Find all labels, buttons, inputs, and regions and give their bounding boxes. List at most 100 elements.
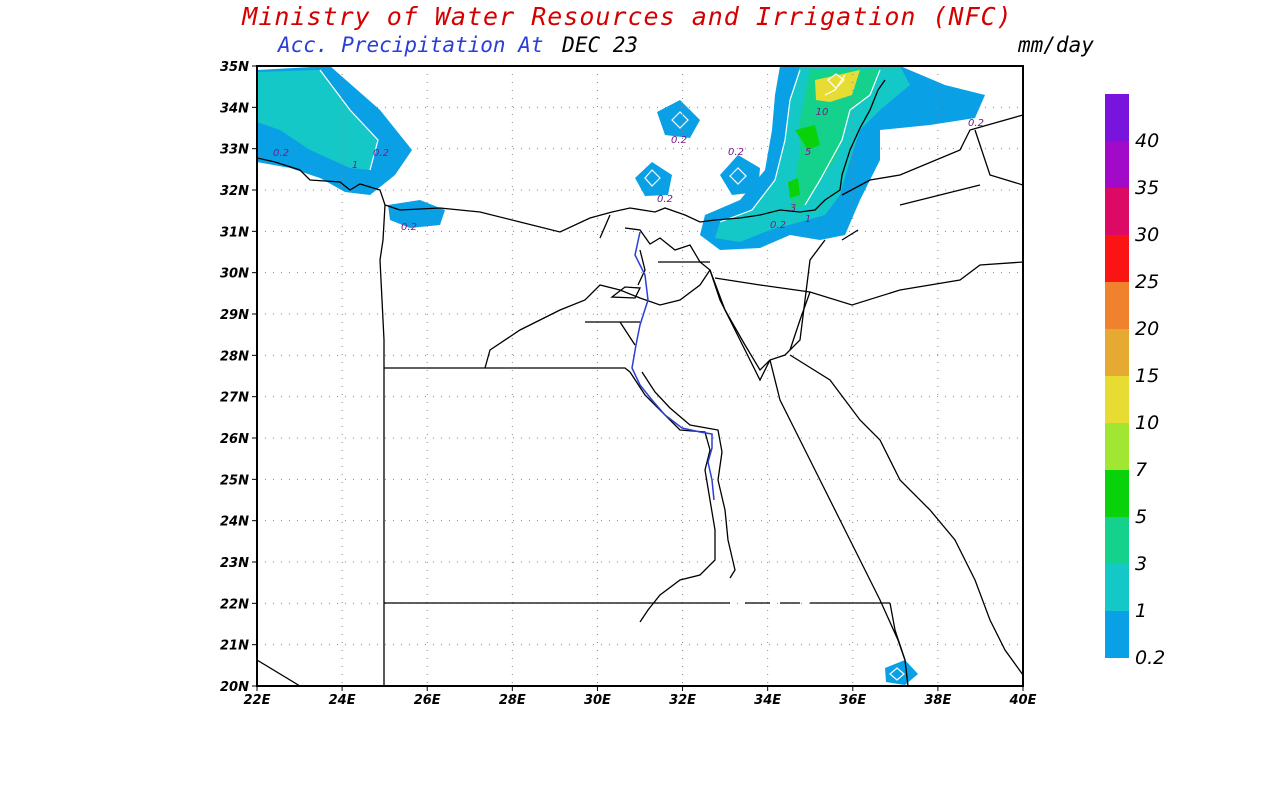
precip-area-0.2-a xyxy=(657,100,700,138)
contour-label: 1 xyxy=(805,214,811,225)
colorbar-level-label: 30 xyxy=(1135,224,1160,246)
lat-tick-label: 26N xyxy=(220,432,249,447)
colorbar-level-label: 10 xyxy=(1135,412,1160,434)
lon-tick-label: 40E xyxy=(1009,693,1037,708)
contour-lines xyxy=(319,69,905,681)
map-frame xyxy=(256,65,1024,687)
contour-ne-10 xyxy=(824,74,846,96)
colorbar-swatch xyxy=(1105,329,1129,376)
contour-label: 0.2 xyxy=(770,220,786,231)
map-subtitle: Acc. Precipitation At DEC 23 xyxy=(278,33,638,57)
contour-label: 3 xyxy=(790,203,796,214)
colorbar-level-label: 3 xyxy=(1135,553,1148,575)
colorbar-level-label: 20 xyxy=(1135,318,1160,340)
subtitle-prefix: Acc. Precipitation At xyxy=(278,33,544,57)
lat-tick-label: 31N xyxy=(220,225,249,240)
lat-tick-label: 35N xyxy=(220,60,249,75)
precip-area-5-ne xyxy=(795,125,820,150)
lon-tick-label: 38E xyxy=(924,693,951,708)
colorbar-level-label: 35 xyxy=(1135,177,1160,199)
mediterranean-coastline xyxy=(257,79,886,233)
lon-tick-label: 30E xyxy=(584,693,611,708)
subtitle-date: DEC 23 xyxy=(562,33,639,57)
lat-tick-label: 22N xyxy=(220,597,249,612)
colorbar-swatch xyxy=(1105,188,1129,235)
contour-label: 0.2 xyxy=(401,222,417,233)
contour-label: 0.2 xyxy=(657,194,673,205)
governorate-lines xyxy=(484,214,1023,382)
lon-tick-label: 34E xyxy=(754,693,781,708)
libya-sw-line xyxy=(257,659,301,686)
lat-tick-label: 34N xyxy=(220,101,249,116)
colorbar-level-label: 5 xyxy=(1135,506,1148,528)
precip-area-0.2-b xyxy=(635,162,672,196)
lat-tick-label: 32N xyxy=(220,184,249,199)
colorbar-swatch xyxy=(1105,235,1129,282)
precip-area-3-ne xyxy=(790,70,880,210)
lon-tick-label: 36E xyxy=(839,693,866,708)
contour-label: 0.2 xyxy=(373,148,389,159)
colorbar-level-label: 1 xyxy=(1135,600,1148,622)
lat-tick-label: 23N xyxy=(220,556,249,571)
levant-borders xyxy=(841,114,1023,241)
precip-area-0.2-west xyxy=(388,200,445,228)
lat-tick-label: 29N xyxy=(220,308,249,323)
colorbar-swatch xyxy=(1105,376,1129,423)
libya-interior-line xyxy=(384,367,631,373)
map-title: Ministry of Water Resources and Irrigati… xyxy=(242,2,1013,31)
colorbar xyxy=(1105,94,1129,658)
longitude-tick-labels: 22E 24E 26E 28E 30E 32E 34E 36E 38E 40E xyxy=(244,686,1037,708)
lat-tick-label: 24N xyxy=(220,515,249,530)
lat-tick-label: 27N xyxy=(220,391,249,406)
red-sea-east-coast xyxy=(789,354,1023,676)
colorbar-swatch xyxy=(1105,517,1129,564)
contour-ring-d xyxy=(827,73,845,89)
colorbar-swatch xyxy=(1105,611,1129,658)
contour-label: 0.2 xyxy=(968,118,984,129)
precipitation-fields xyxy=(257,66,985,685)
contour-ring-se xyxy=(889,667,905,681)
lat-tick-label: 25N xyxy=(220,473,249,488)
colorbar-swatch xyxy=(1105,94,1129,141)
lon-tick-label: 26E xyxy=(414,693,441,708)
lon-tick-label: 28E xyxy=(499,693,526,708)
contour-ring-c xyxy=(729,167,747,185)
colorbar-level-label: 7 xyxy=(1135,459,1148,481)
colorbar-level-label: 15 xyxy=(1135,365,1160,387)
colorbar-swatch xyxy=(1105,282,1129,329)
colorbar-swatch xyxy=(1105,141,1129,188)
lat-tick-label: 21N xyxy=(220,639,249,654)
lon-tick-label: 22E xyxy=(244,693,271,708)
red-sea-west-coast xyxy=(769,359,909,686)
units-label: mm/day xyxy=(1018,33,1094,57)
contour-label: 10 xyxy=(816,107,829,118)
contour-label: 0.2 xyxy=(273,148,289,159)
contour-label: 5 xyxy=(805,147,811,158)
lat-tick-label: 30N xyxy=(220,267,249,282)
egypt-libya-border xyxy=(379,204,386,686)
lat-tick-label: 28N xyxy=(220,349,249,364)
contour-ne-3 xyxy=(804,69,881,206)
contour-1-nw xyxy=(319,69,379,171)
precip-area-5-ne2 xyxy=(788,178,800,198)
colorbar-level-label: 0.2 xyxy=(1135,647,1166,669)
sudan-border-east xyxy=(889,602,906,661)
colorbar-level-label: 25 xyxy=(1135,271,1160,293)
contour-ring-b xyxy=(644,169,661,187)
gulf-of-aqaba xyxy=(789,291,811,351)
precip-area-0.2-c xyxy=(720,155,760,195)
colorbar-level-label: 40 xyxy=(1135,130,1160,152)
country-boundaries xyxy=(257,79,1023,686)
gulf-of-suez xyxy=(709,269,771,372)
contour-ring-a xyxy=(671,111,689,129)
latitude-tick-labels: 35N 34N 33N 32N 31N 30N 29N 28N 27N 26N 25N 24N 23N 2… xyxy=(220,60,257,695)
lat-tick-label: 33N xyxy=(220,143,249,158)
lon-tick-label: 24E xyxy=(329,693,356,708)
contour-label: 1 xyxy=(352,160,358,171)
nile-bank-east xyxy=(641,371,736,579)
nile-river xyxy=(631,231,715,501)
contour-label: 0.2 xyxy=(728,147,744,158)
lon-tick-label: 32E xyxy=(669,693,696,708)
